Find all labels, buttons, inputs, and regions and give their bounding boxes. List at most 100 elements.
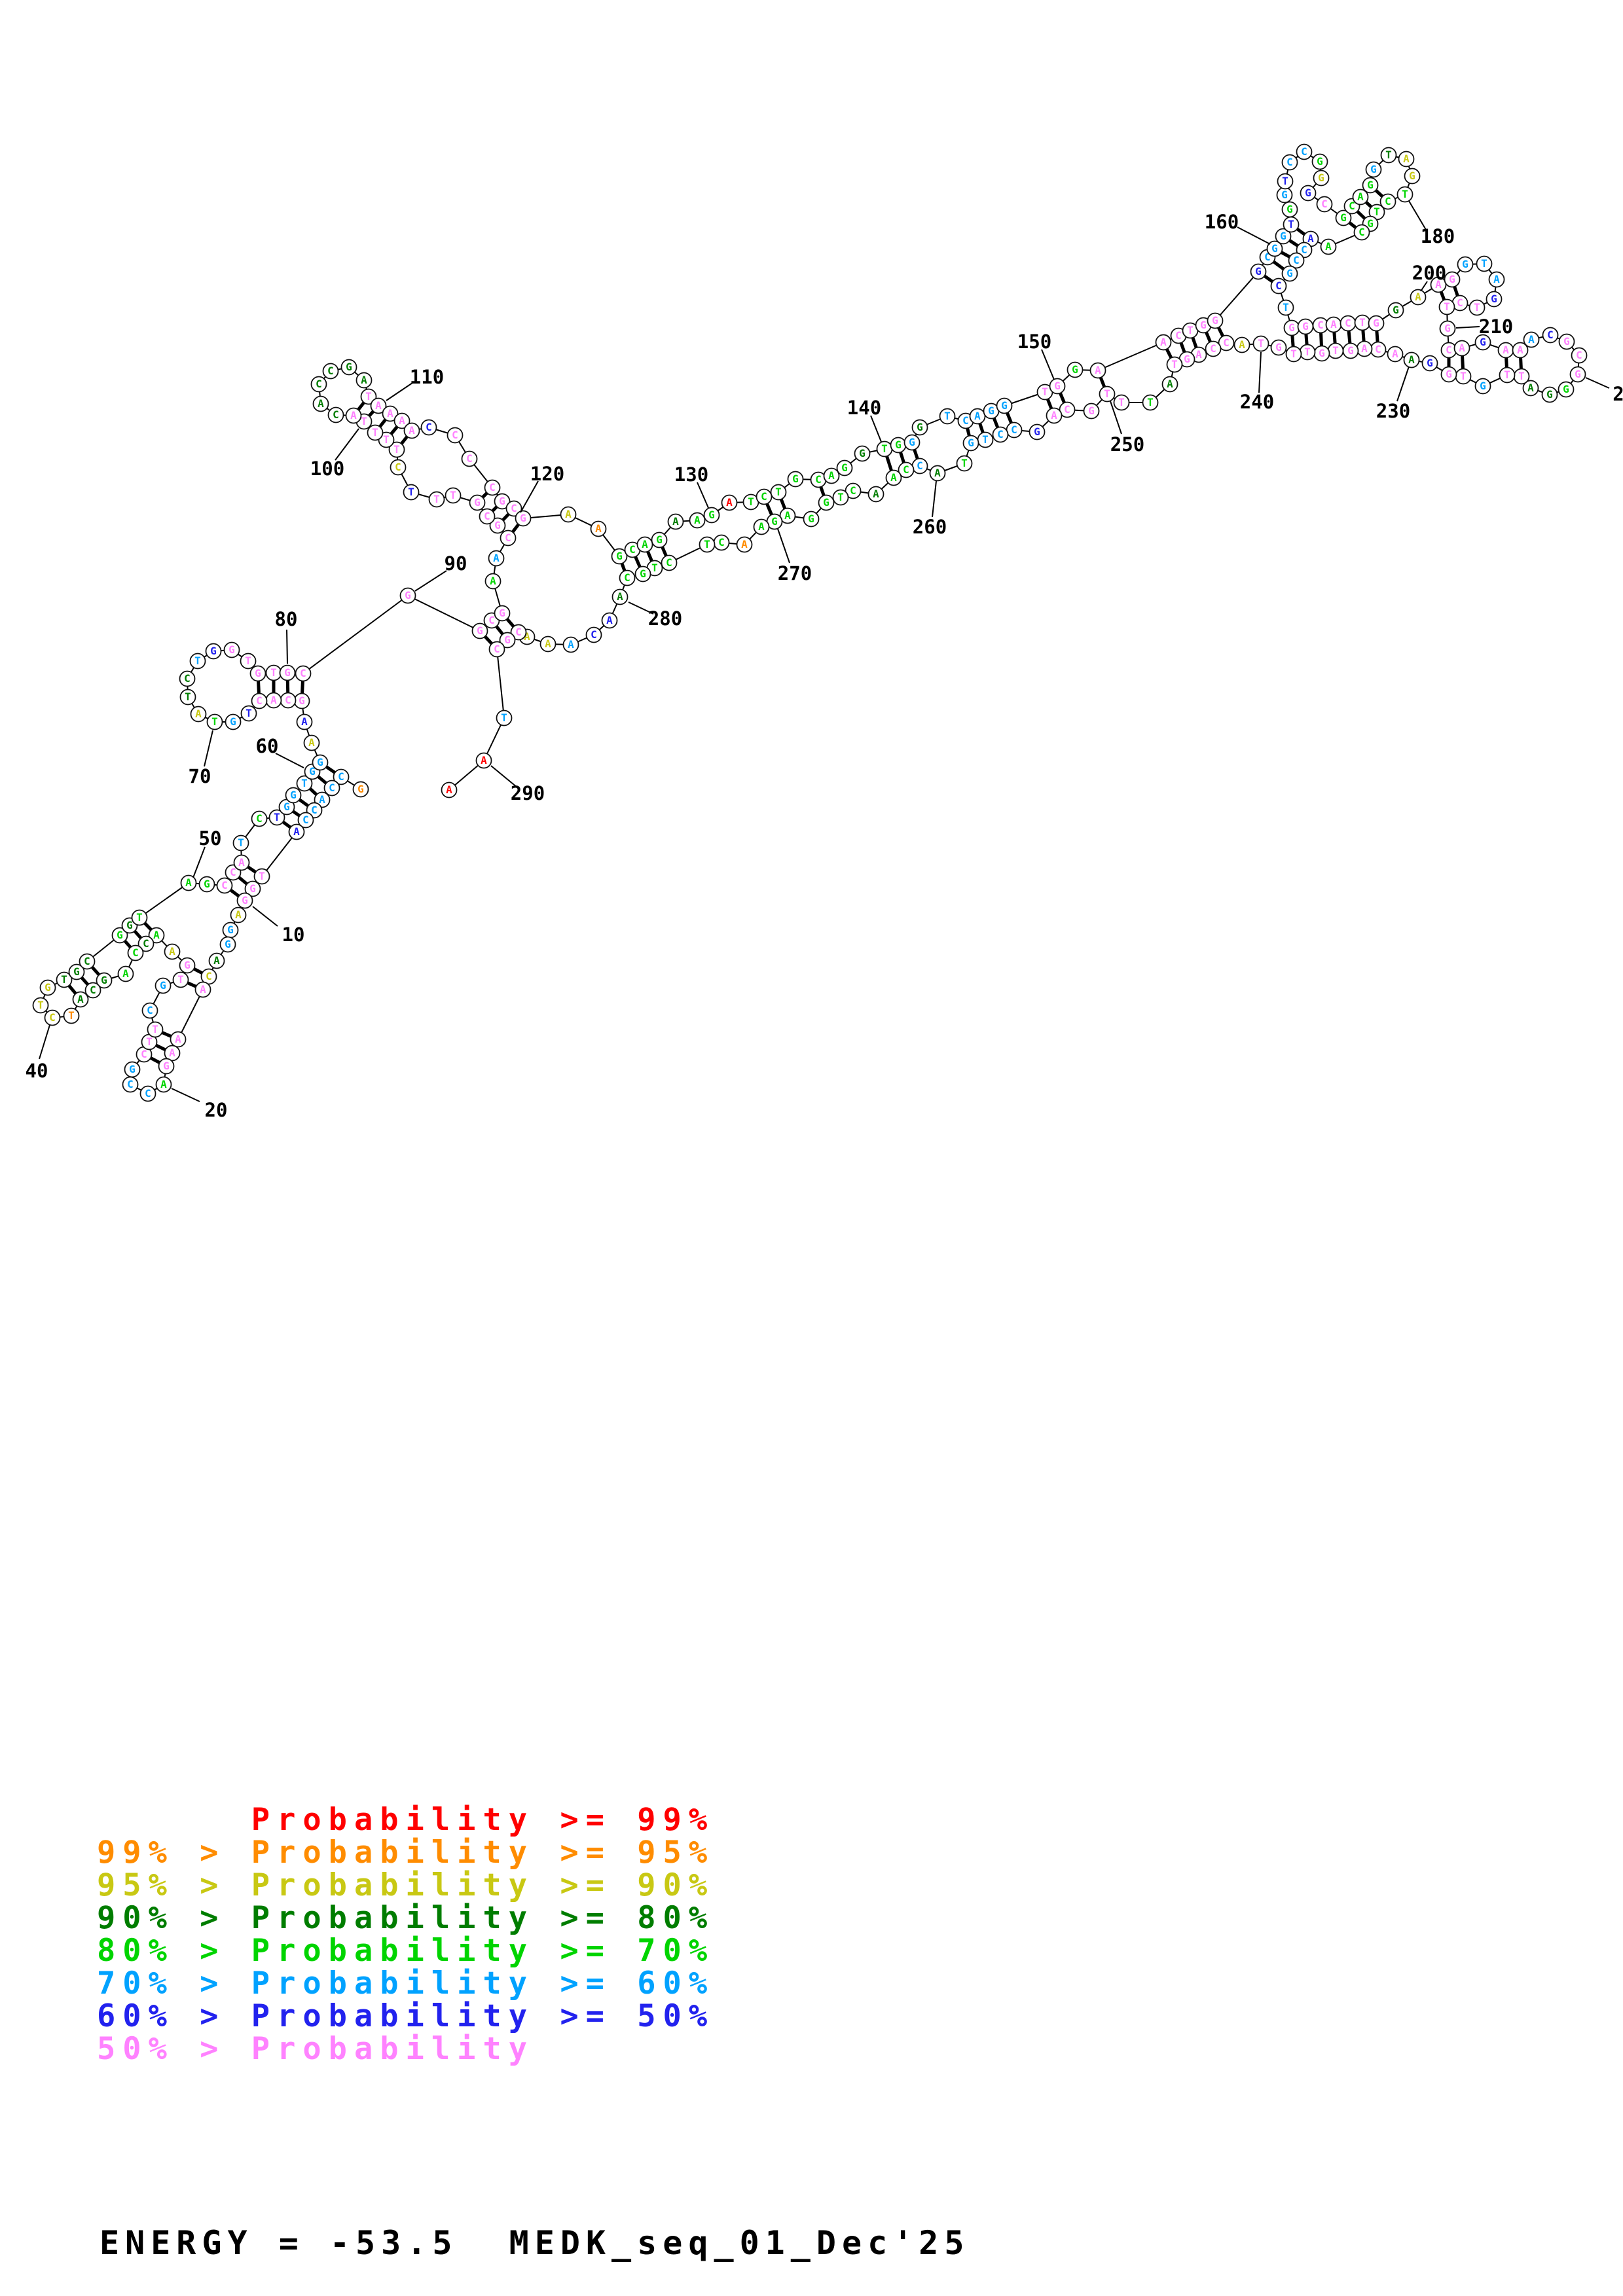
svg-text:C: C <box>230 866 236 878</box>
svg-text:C: C <box>488 614 495 626</box>
position-label-260: 260 <box>913 516 947 538</box>
svg-text:G: G <box>160 979 166 992</box>
svg-text:A: A <box>481 754 487 766</box>
nucleotide-node: G <box>1342 342 1359 359</box>
svg-text:A: A <box>399 414 405 427</box>
nucleotide-node: A <box>170 1031 187 1048</box>
svg-text:G: G <box>1305 187 1311 199</box>
svg-text:C: C <box>426 421 432 433</box>
svg-text:T: T <box>982 433 989 446</box>
svg-text:C: C <box>285 694 291 706</box>
nucleotide-node: G <box>515 510 532 527</box>
svg-text:T: T <box>837 491 844 503</box>
position-label-80: 80 <box>275 608 298 630</box>
nucleotide-node: C <box>280 692 297 709</box>
svg-text:G: G <box>640 567 646 580</box>
nucleotide-node: A <box>1161 376 1178 393</box>
svg-text:C: C <box>256 694 263 707</box>
svg-text:G: G <box>1393 304 1399 316</box>
position-label-140: 140 <box>847 397 881 419</box>
nucleotide-node: C <box>911 457 928 475</box>
nucleotide-node: T <box>1380 147 1397 164</box>
nucleotide-node: T <box>1354 314 1371 331</box>
svg-text:A: A <box>1493 273 1500 285</box>
svg-text:G: G <box>1449 273 1455 285</box>
svg-text:G: G <box>1444 322 1451 334</box>
nucleotide-node: T <box>1468 299 1486 316</box>
nucleotide-node: C <box>1353 224 1370 241</box>
label-pointer-line <box>335 428 359 461</box>
nucleotide-node: A <box>72 991 89 1008</box>
svg-text:C: C <box>917 459 923 472</box>
svg-text:C: C <box>302 814 309 826</box>
nucleotide-node: A <box>721 494 738 511</box>
nucleotide-node: T <box>1099 386 1116 403</box>
nucleotide-node: A <box>370 397 387 414</box>
nucleotide-node: C <box>479 508 496 525</box>
svg-text:G: G <box>616 550 623 562</box>
svg-text:C: C <box>1317 319 1324 331</box>
nucleotide-node: T <box>403 484 420 501</box>
position-label-120: 120 <box>530 463 564 485</box>
svg-text:A: A <box>350 409 357 422</box>
svg-text:C: C <box>329 781 335 794</box>
svg-text:A: A <box>642 538 648 550</box>
nucleotide-node: G <box>293 692 310 709</box>
nucleotide-node: A <box>1320 238 1337 255</box>
svg-text:G: G <box>101 974 107 986</box>
nucleotide-node: A <box>969 408 986 425</box>
position-label-250: 250 <box>1110 433 1144 456</box>
svg-text:C: C <box>143 937 149 950</box>
nucleotide-node: A <box>208 952 225 969</box>
svg-text:T: T <box>881 442 888 455</box>
nucleotide-node: G <box>1275 228 1292 245</box>
svg-text:A: A <box>169 945 175 958</box>
svg-text:C: C <box>666 556 672 569</box>
svg-text:A: A <box>1307 232 1314 245</box>
nucleotide-node: G <box>1300 185 1317 202</box>
label-pointer-line <box>192 846 206 878</box>
nucleotide-node: G <box>68 963 85 980</box>
svg-text:C: C <box>624 571 630 584</box>
svg-text:A: A <box>1408 353 1415 366</box>
nucleotide-node: A <box>230 906 247 924</box>
svg-text:A: A <box>493 552 500 564</box>
svg-text:G: G <box>228 643 235 656</box>
nucleotide-node: T <box>876 440 893 457</box>
nucleotide-node: C <box>179 670 196 687</box>
legend-row-0: Probability >= 99% <box>97 1802 715 1838</box>
svg-text:C: C <box>1349 200 1355 212</box>
backbone-link <box>177 989 204 1040</box>
svg-text:T: T <box>1118 396 1125 408</box>
svg-text:A: A <box>1239 338 1245 351</box>
svg-text:G: G <box>1370 163 1377 175</box>
svg-text:T: T <box>152 1023 158 1035</box>
svg-text:T: T <box>1290 348 1297 360</box>
legend-row-6: 60% > Probability >= 50% <box>97 1998 715 2034</box>
svg-text:T: T <box>1402 188 1408 200</box>
nucleotide-node: G <box>222 922 239 939</box>
svg-text:A: A <box>741 538 748 550</box>
svg-text:T: T <box>1258 337 1264 350</box>
position-label-160: 160 <box>1205 211 1239 233</box>
nucleotide-node: G <box>1029 423 1046 440</box>
nucleotide-node: G <box>223 641 240 658</box>
nucleotide-node: C <box>251 692 268 709</box>
nucleotide-node: A <box>539 636 556 653</box>
svg-text:G: G <box>227 924 234 936</box>
svg-text:G: G <box>249 882 256 895</box>
nucleotide-node: G <box>1365 161 1382 178</box>
svg-text:T: T <box>1385 149 1392 161</box>
svg-text:C: C <box>505 531 511 544</box>
svg-text:G: G <box>1491 293 1497 305</box>
nucleotide-node: G <box>111 927 128 944</box>
svg-text:T: T <box>1304 346 1311 358</box>
svg-text:G: G <box>504 634 511 646</box>
svg-text:C: C <box>49 1011 56 1024</box>
label-pointer-line <box>275 753 304 768</box>
label-pointer-line <box>1408 200 1427 230</box>
nucleotide-node: C <box>619 569 636 586</box>
svg-text:G: G <box>1347 344 1354 357</box>
svg-text:A: A <box>726 496 733 509</box>
svg-text:G: G <box>968 437 974 449</box>
